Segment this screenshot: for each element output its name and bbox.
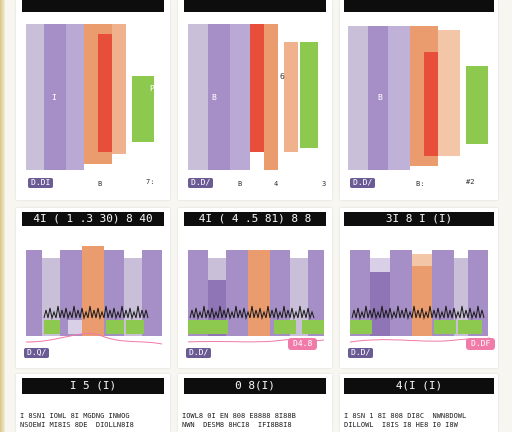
panel-badge: D.D/ bbox=[188, 178, 214, 188]
bar-chart bbox=[26, 24, 154, 170]
panel-text: I 8SN 1 8I 808 DI8C NWN8DOWL DILLOWL I8I… bbox=[344, 412, 467, 429]
panel-r2-c1: 4I ( 1 .3 30) 8 40 D.Q/ bbox=[16, 208, 170, 368]
panel-r1-c1: I P D.DI B 7: bbox=[16, 0, 170, 200]
bar-chart bbox=[187, 250, 325, 343]
panel-r3-c2: 0 8(I) IOWL8 0I EN 808 E8888 8I88B NWN D… bbox=[178, 374, 332, 432]
panel-header: 3I 8 I (I) bbox=[344, 212, 494, 226]
panel-text: I 8SN1 IOWL 8I MGDNG INWOG NSOEWI MI8IS … bbox=[20, 412, 134, 429]
panel-text: IOWL8 0I EN 808 E8888 8I88B NWN DESM8 8H… bbox=[182, 412, 296, 429]
panel-r3-c3: 4(I (I) I 8SN 1 8I 808 DI8C NWN8DOWL DIL… bbox=[340, 374, 498, 432]
tick-label: B bbox=[238, 180, 243, 188]
panel-header: 0 8(I) bbox=[184, 378, 326, 394]
bar-label: B bbox=[378, 93, 383, 102]
panel-badge: D.DI bbox=[28, 178, 54, 188]
pink-badge: D.DF bbox=[466, 338, 496, 350]
pink-badge: D4.8 bbox=[288, 338, 318, 350]
tick-label: 4 bbox=[274, 180, 279, 188]
panel-r3-c1: I 5 (I) I 8SN1 IOWL 8I MGDNG INWOG NSOEW… bbox=[16, 374, 170, 432]
panel-r1-c2: B 6 D.D/ B 4 3 bbox=[178, 0, 332, 200]
panel-header: 4I ( 1 .3 30) 8 40 bbox=[22, 212, 164, 226]
panel-badge: D.D/ bbox=[186, 348, 212, 358]
left-page-edge bbox=[0, 0, 5, 432]
bar-chart bbox=[349, 250, 491, 343]
bar-chart bbox=[25, 246, 163, 345]
bar-chart bbox=[348, 26, 488, 170]
bar-label: B bbox=[212, 93, 217, 102]
tick-label: 7: bbox=[146, 178, 155, 186]
panel-badge: D.D/ bbox=[348, 348, 374, 358]
bar-chart bbox=[188, 24, 318, 170]
panel-header bbox=[344, 0, 494, 12]
panel-r2-c3: 3I 8 I (I) D.D/ D.DF bbox=[340, 208, 498, 368]
panel-header: 4I ( 4 .5 81) 8 8 bbox=[184, 212, 326, 226]
tick-label: B: bbox=[416, 180, 425, 188]
bar-label: 6 bbox=[280, 72, 285, 81]
panel-badge: D.D/ bbox=[350, 178, 376, 188]
panel-header bbox=[22, 0, 164, 12]
panel-r2-c2: 4I ( 4 .5 81) 8 8 D.D/ D4.8 bbox=[178, 208, 332, 368]
bar-label: I bbox=[52, 93, 57, 102]
panel-header: 4(I (I) bbox=[344, 378, 494, 394]
tick-label: B bbox=[98, 180, 103, 188]
tick-label: 3 bbox=[322, 180, 327, 188]
bar-label: P bbox=[150, 84, 155, 93]
panel-grid: I P D.DI B 7: B 6 D.D/ B 4 3 bbox=[8, 0, 508, 432]
panel-header: I 5 (I) bbox=[22, 378, 164, 394]
panel-badge: D.Q/ bbox=[24, 348, 50, 358]
tick-label: #2 bbox=[466, 178, 475, 186]
panel-r1-c3: B D.D/ B: #2 bbox=[340, 0, 498, 200]
panel-header bbox=[184, 0, 326, 12]
